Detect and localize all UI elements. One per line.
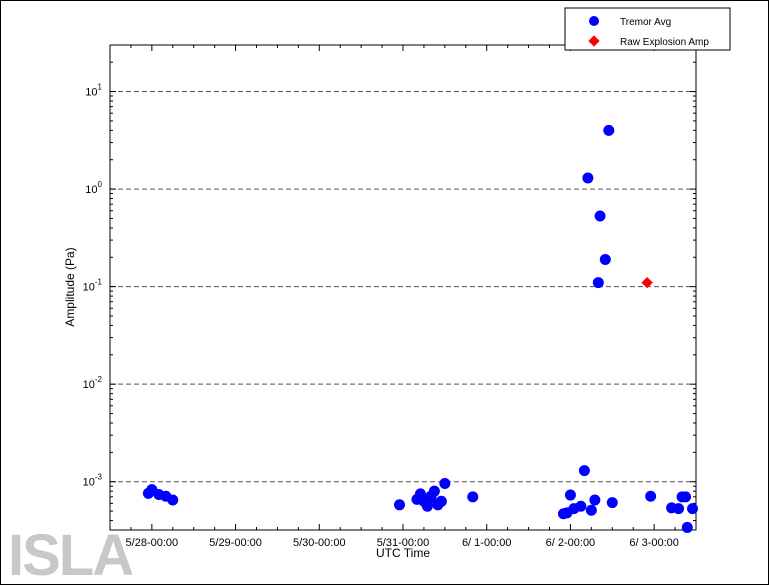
x-tick-label: 6/ 1-00:00 [462, 537, 512, 549]
tremor-point [564, 489, 576, 501]
isla-watermark-logo: ISLA [8, 523, 134, 588]
legend-marker-tremor-avg [589, 16, 599, 26]
tremor-point [585, 504, 597, 516]
tremor-point [582, 172, 594, 184]
tremor-point [578, 465, 590, 477]
tremor-point [439, 477, 451, 489]
x-axis-ticks: 5/28-00:00 5/29-00:00 5/30-00:00 5/31-00:00… [109, 45, 697, 549]
tremor-point [680, 491, 692, 503]
legend-label-tremor-avg: Tremor Avg [620, 17, 671, 28]
tremor-point [599, 253, 611, 265]
tremor-point [435, 495, 447, 507]
x-axis-label: UTC Time [376, 546, 430, 560]
y-tick-label: 10-3 [83, 473, 103, 489]
legend: Tremor Avg Raw Explosion Amp [564, 7, 731, 51]
plot-area [109, 44, 697, 531]
y-tick-label: 10-2 [83, 375, 103, 391]
x-tick-label: 5/28-00:00 [126, 537, 179, 549]
y-axis-label: Amplitude (Pa) [63, 247, 77, 326]
tremor-point [603, 124, 615, 136]
tremor-point [673, 503, 685, 515]
tremor-point [467, 491, 479, 503]
tremor-point [575, 500, 587, 512]
y-tick-label: 100 [85, 180, 102, 196]
tremor-point [589, 494, 601, 506]
tremor-point [167, 494, 179, 506]
tremor-point [594, 210, 606, 222]
explosion-point [641, 276, 653, 289]
x-tick-label: 5/29-00:00 [209, 537, 262, 549]
tremor-point [421, 500, 433, 512]
tremor-point [592, 277, 604, 289]
tremor-point [394, 499, 406, 511]
x-tick-label: 5/31-00:00 [377, 537, 430, 549]
legend-marker-raw-explosion-amp [588, 35, 600, 47]
tremor-point [428, 485, 440, 497]
tremor-point [687, 503, 699, 515]
legend-label-raw-explosion-amp: Raw Explosion Amp [620, 37, 709, 48]
x-tick-label: 6/ 2-00:00 [546, 537, 596, 549]
tremor-point [681, 521, 693, 533]
data-points [142, 124, 699, 533]
x-tick-label: 5/30-00:00 [293, 537, 346, 549]
y-tick-label: 101 [85, 83, 102, 99]
tremor-point [606, 497, 618, 509]
x-tick-label: 6/ 3-00:00 [629, 537, 679, 549]
y-tick-label: 10-1 [83, 278, 103, 294]
tremor-point [645, 490, 657, 502]
